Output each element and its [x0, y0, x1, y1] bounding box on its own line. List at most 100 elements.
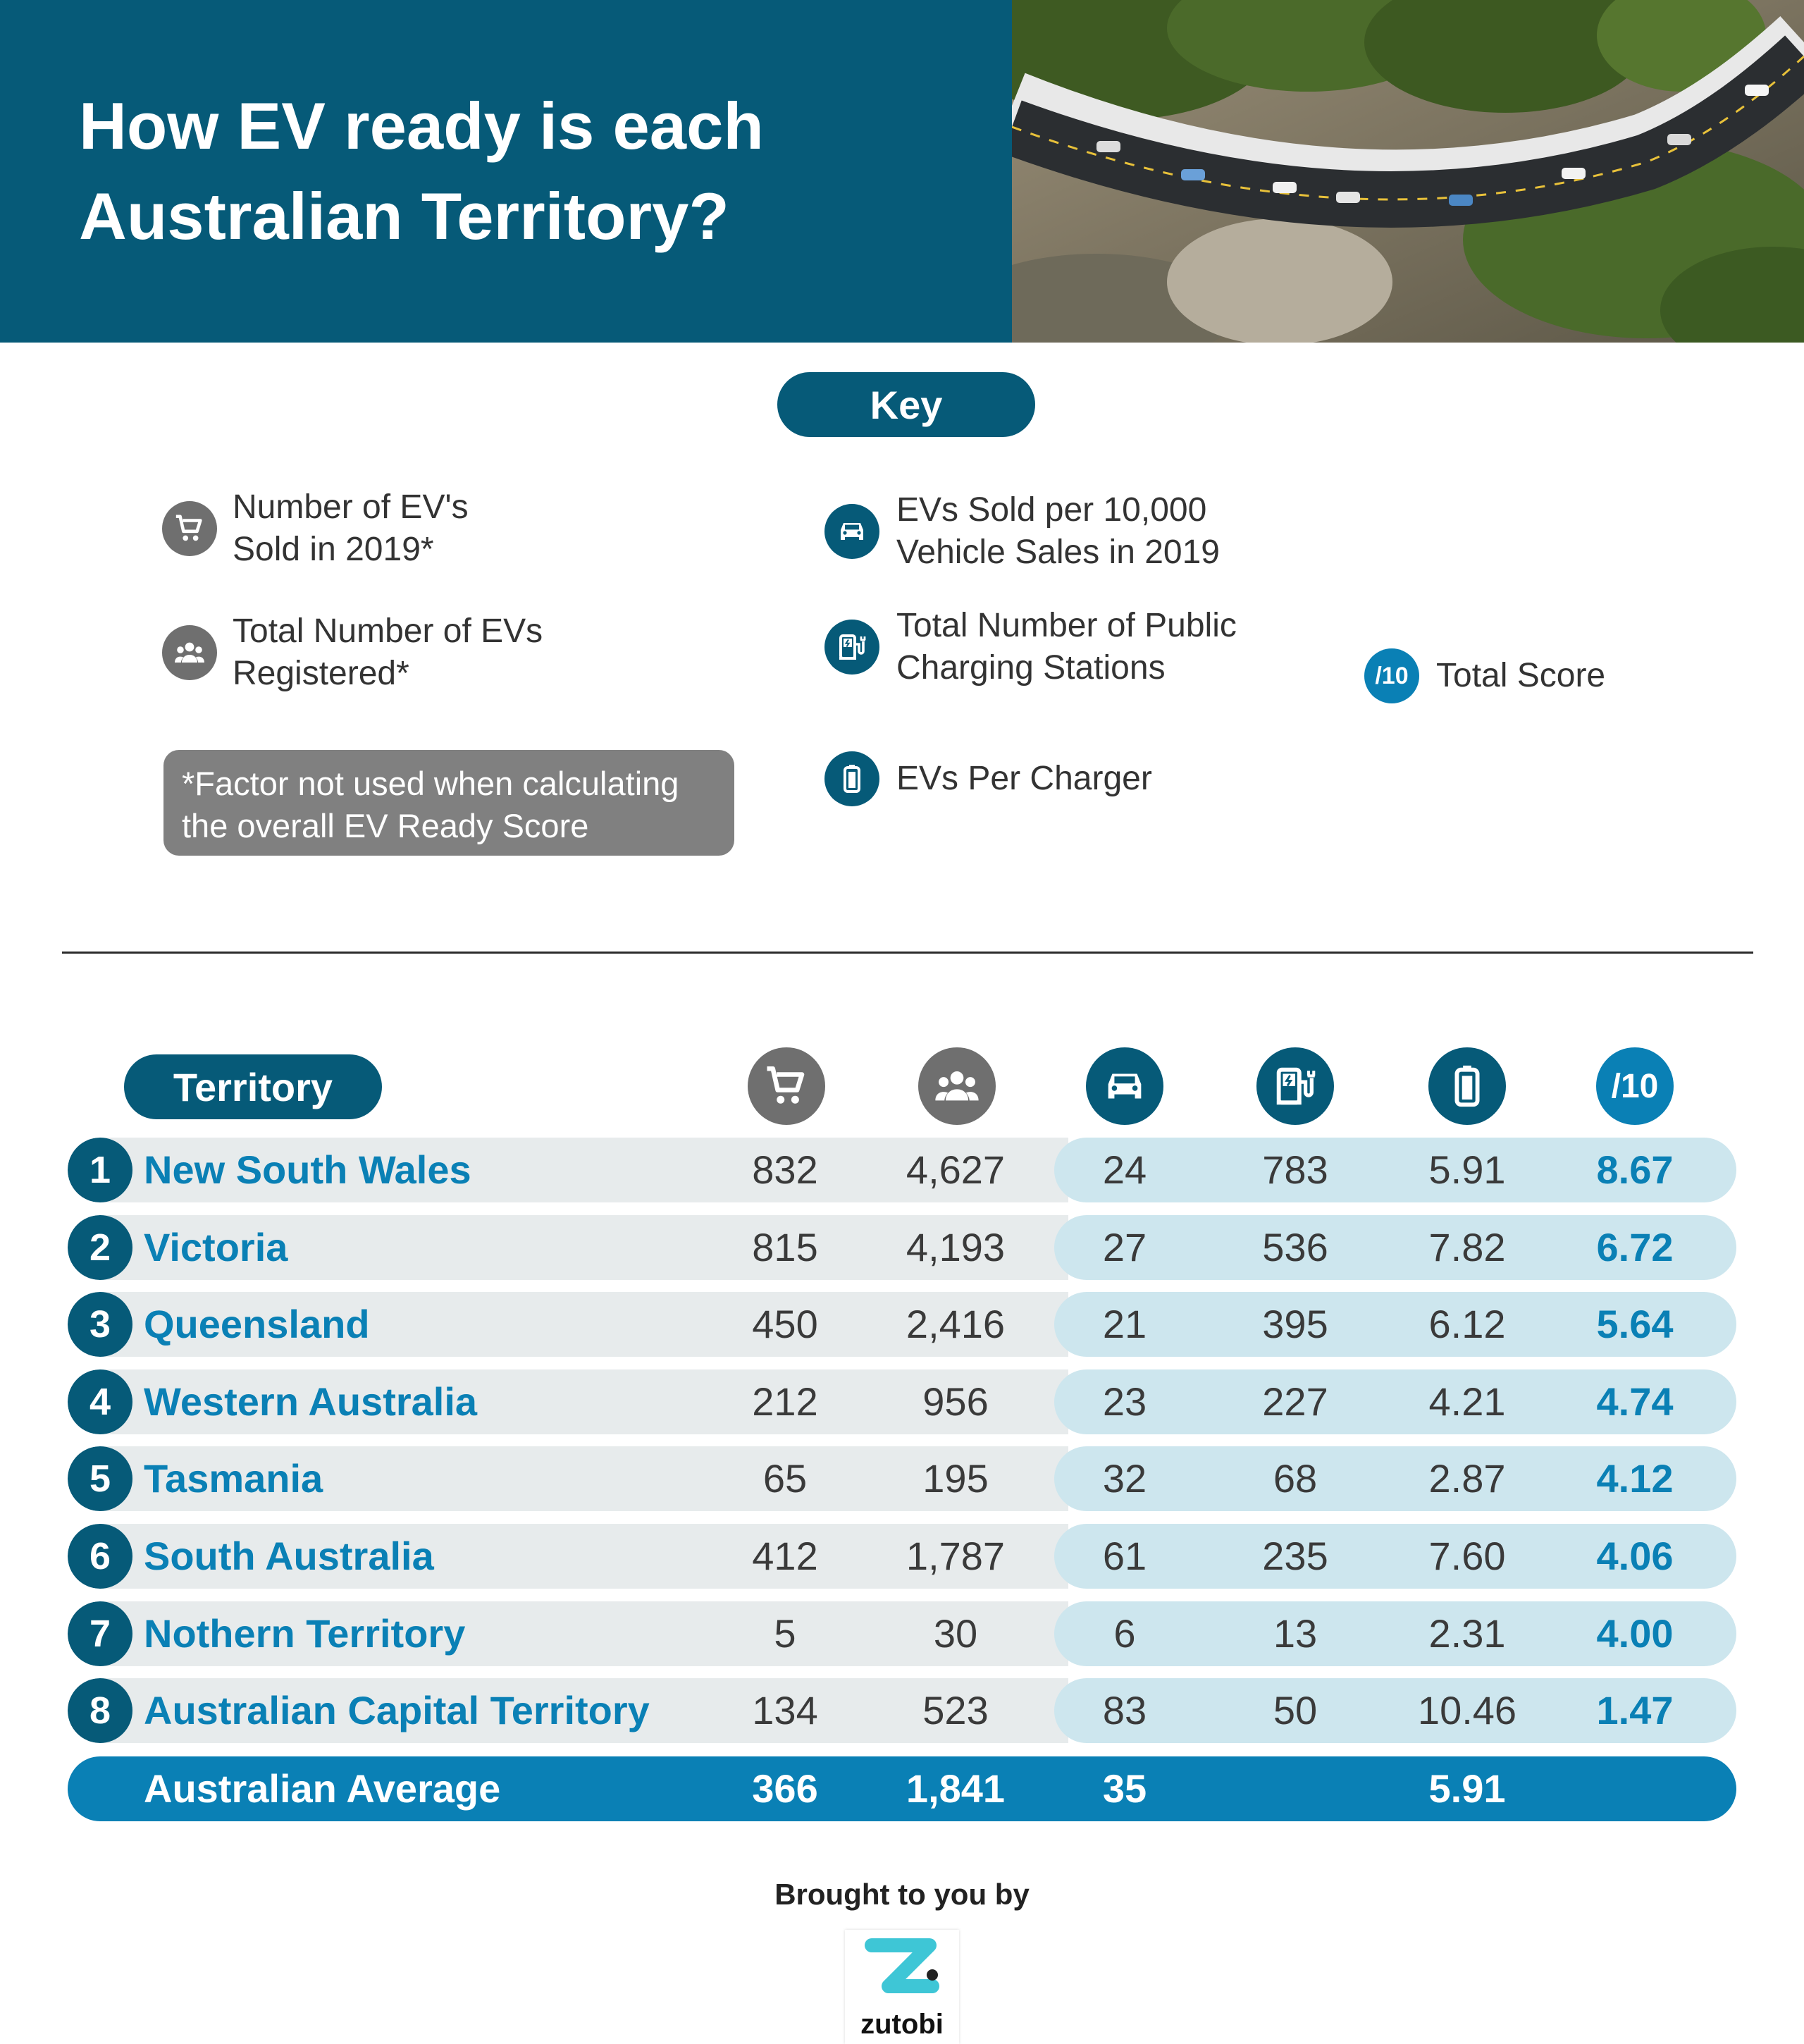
key-heading: Key [777, 372, 1035, 437]
battery-icon [1428, 1047, 1506, 1125]
total-score-value: 5.64 [1596, 1302, 1674, 1347]
brand-name: zutobi [860, 2009, 944, 2040]
key-item-evs-sold: Number of EV's Sold in 2019* [162, 486, 469, 571]
cart-icon [162, 501, 217, 556]
evs-per-charger-value: 2.87 [1428, 1456, 1506, 1501]
evs-per-charger-value: 7.60 [1428, 1534, 1506, 1578]
evs-per-10000-value: 24 [1102, 1147, 1147, 1192]
zutobi-logo[interactable]: zutobi [845, 1930, 959, 2044]
evs-per-charger-value: 10.46 [1417, 1688, 1517, 1733]
charging-station-icon [1256, 1047, 1334, 1125]
evs-per-charger-value: 5.91 [1428, 1147, 1506, 1192]
evs-per-charger-value: 6.12 [1428, 1302, 1506, 1347]
table-row: 3 Queensland 450 2,416 21 395 6.12 5.64 [68, 1292, 1736, 1357]
table-row: 1 New South Wales 832 4,627 24 783 5.91 … [68, 1138, 1736, 1202]
evs-sold-value: 212 [752, 1379, 818, 1424]
total-score-value: 4.06 [1596, 1534, 1674, 1578]
charging-station-icon [824, 620, 879, 675]
table-row: 5 Tasmania 65 195 32 68 2.87 4.12 [68, 1446, 1736, 1512]
key-item-evs-per-10000: EVs Sold per 10,000 Vehicle Sales in 201… [824, 489, 1220, 574]
evs-per-10000-value: 6 [1113, 1611, 1136, 1656]
brought-to-you-by: Brought to you by [774, 1878, 1030, 1911]
evs-per-charger-value: 7.82 [1428, 1224, 1506, 1269]
rank-badge: 1 [68, 1138, 132, 1202]
table-row: 2 Victoria 815 4,193 27 536 7.82 6.72 [68, 1214, 1736, 1280]
evs-sold-value: 815 [752, 1224, 818, 1269]
evs-per-charger-value: 2.31 [1428, 1611, 1506, 1656]
charging-stations-value: 50 [1273, 1688, 1318, 1733]
evs-registered-value: 195 [922, 1456, 989, 1501]
evs-sold-value: 832 [752, 1147, 818, 1192]
evs-registered-value: 2,416 [906, 1302, 1006, 1347]
key-item-evs-per-charger: EVs Per Charger [824, 751, 1152, 806]
table-row: 8 Australian Capital Territory 134 523 8… [68, 1678, 1736, 1744]
table-row: 4 Western Australia 212 956 23 227 4.21 … [68, 1369, 1736, 1434]
average-evs-per-charger: 5.91 [1428, 1766, 1506, 1811]
people-icon [918, 1047, 996, 1125]
table-row: 7 Nothern Territory 5 30 6 13 2.31 4.00 [68, 1601, 1736, 1666]
section-divider [62, 952, 1753, 954]
page-title: How EV ready is each Australian Territor… [79, 89, 764, 253]
territory-name: South Australia [144, 1534, 434, 1578]
rank-badge: 7 [68, 1601, 132, 1666]
battery-icon [824, 751, 879, 806]
evs-registered-value: 523 [922, 1688, 989, 1733]
score-badge: /10 [1364, 648, 1419, 703]
zutobi-logo-mark [865, 1938, 939, 1993]
table-row: 6 South Australia 412 1,787 61 235 7.60 … [68, 1524, 1736, 1589]
average-label: Australian Average [144, 1766, 501, 1811]
territory-column-header: Territory [124, 1054, 382, 1119]
total-score-value: 4.00 [1596, 1611, 1674, 1656]
charging-stations-value: 68 [1273, 1456, 1318, 1501]
evs-registered-value: 30 [933, 1611, 978, 1656]
score-badge: /10 [1596, 1047, 1674, 1125]
territory-name: Victoria [144, 1224, 288, 1269]
evs-sold-value: 5 [774, 1611, 796, 1656]
key-item-total-score: /10 Total Score [1364, 648, 1605, 703]
key-item-charging-stations: Total Number of Public Charging Stations [824, 605, 1237, 689]
evs-sold-value: 412 [752, 1534, 818, 1578]
charging-stations-value: 395 [1262, 1302, 1328, 1347]
evs-sold-value: 450 [752, 1302, 818, 1347]
cart-icon [748, 1047, 825, 1125]
rank-badge: 8 [68, 1678, 132, 1744]
evs-registered-value: 4,627 [906, 1147, 1006, 1192]
territory-name: New South Wales [144, 1147, 471, 1192]
rank-badge: 2 [68, 1214, 132, 1280]
evs-per-10000-value: 21 [1102, 1302, 1147, 1347]
average-evs-per-10000: 35 [1102, 1766, 1147, 1811]
average-evs-sold: 366 [752, 1766, 818, 1811]
evs-sold-value: 134 [752, 1688, 818, 1733]
rank-badge: 5 [68, 1446, 132, 1512]
territory-name: Western Australia [144, 1379, 478, 1424]
evs-per-10000-value: 27 [1102, 1224, 1147, 1269]
average-evs-registered: 1,841 [906, 1766, 1006, 1811]
total-score-value: 4.74 [1596, 1379, 1674, 1424]
evs-sold-value: 65 [762, 1456, 808, 1501]
charging-stations-value: 227 [1262, 1379, 1328, 1424]
rank-badge: 6 [68, 1524, 132, 1589]
evs-registered-value: 1,787 [906, 1534, 1006, 1578]
evs-per-10000-value: 83 [1102, 1688, 1147, 1733]
header-banner [0, 0, 1012, 343]
average-row: Australian Average 366 1,841 35 5.91 [68, 1756, 1736, 1821]
charging-stations-value: 13 [1273, 1611, 1318, 1656]
territory-name: Nothern Territory [144, 1611, 466, 1656]
territory-name: Queensland [144, 1302, 370, 1347]
total-score-value: 1.47 [1596, 1688, 1674, 1733]
people-icon [162, 625, 217, 680]
footnote-box: *Factor not used when calculating the ov… [163, 750, 734, 856]
total-score-value: 6.72 [1596, 1224, 1674, 1269]
charging-stations-value: 783 [1262, 1147, 1328, 1192]
key-item-evs-registered: Total Number of EVs Registered* [162, 610, 543, 695]
evs-registered-value: 956 [922, 1379, 989, 1424]
rank-badge: 4 [68, 1369, 132, 1434]
car-icon [1086, 1047, 1163, 1125]
total-score-value: 8.67 [1596, 1147, 1674, 1192]
rank-badge: 3 [68, 1292, 132, 1357]
charging-stations-value: 536 [1262, 1224, 1328, 1269]
evs-per-10000-value: 32 [1102, 1456, 1147, 1501]
evs-per-10000-value: 23 [1102, 1379, 1147, 1424]
territory-name: Australian Capital Territory [144, 1688, 650, 1733]
charging-stations-value: 235 [1262, 1534, 1328, 1578]
